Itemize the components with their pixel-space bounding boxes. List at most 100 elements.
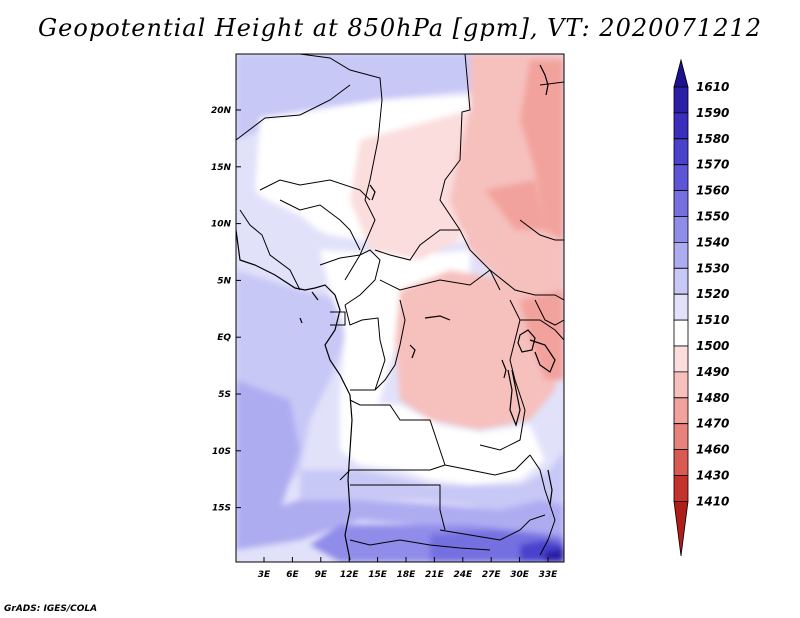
border-libya-egypt	[439, 54, 501, 291]
border-nigeria	[319, 249, 381, 306]
colorbar-label: 1560	[696, 184, 729, 198]
lon-tick-label: 30E	[510, 570, 530, 580]
colorbar-label: 1490	[696, 365, 729, 379]
colorbar-swatch	[673, 164, 689, 191]
border-congo-drc	[350, 299, 406, 391]
colorbar-swatch	[673, 242, 689, 269]
colorbar-swatch	[673, 112, 689, 140]
border-angola	[339, 399, 446, 481]
colorbar-label: 1610	[696, 80, 729, 94]
border-car	[379, 269, 491, 291]
colorbar-swatch	[673, 216, 689, 243]
colorbar-label: 1590	[696, 106, 729, 120]
lat-axis: 20N 15N 10N 5N EQ 5S 10S 15S	[211, 106, 241, 514]
colorbar-swatch	[673, 293, 689, 321]
lat-tick-label: 20N	[211, 106, 232, 116]
grads-credit: GrADS: IGES/COLA	[4, 604, 98, 614]
colorbar-label: 1550	[696, 210, 729, 224]
coast-west	[236, 229, 353, 561]
border-namibia	[350, 484, 446, 531]
colorbar-label: 1480	[696, 391, 729, 405]
border-chad	[374, 229, 460, 261]
lat-tick-label: EQ	[217, 333, 231, 343]
lon-tick-label: 6E	[286, 570, 299, 580]
lat-tick-label: 15N	[211, 163, 232, 173]
border-tanzania	[520, 319, 564, 341]
lat-tick-label: 5S	[218, 390, 231, 400]
map-frame	[235, 53, 565, 563]
colorbar: 1610 1590 1580 1570 1560 1550 1540 1530 1520 1510…	[673, 58, 729, 557]
colorbar-swatch	[673, 475, 689, 502]
lon-tick-label: 15E	[368, 570, 388, 580]
border-ethiopia	[519, 219, 564, 241]
region-west-africa	[236, 185, 330, 285]
lat-tick-label: 15S	[212, 504, 231, 514]
region-ethiopia-highlands	[520, 60, 564, 240]
border-drc-east	[479, 299, 526, 451]
lat-tick-label: 10N	[211, 220, 232, 230]
region-east-sahel-pink	[350, 110, 470, 260]
border-gabon	[330, 311, 346, 326]
lon-tick-label: 18E	[397, 570, 417, 580]
lat-tick-label: 10S	[212, 447, 231, 457]
colorbar-label: 1540	[696, 235, 729, 249]
colorbar-label: 1430	[696, 469, 729, 483]
border-kenya	[534, 299, 564, 326]
region-atlantic-south	[236, 380, 300, 540]
colorbar-swatch	[673, 501, 689, 557]
colorbar-label: 1530	[696, 261, 729, 275]
colorbar-swatch	[673, 449, 689, 476]
colorbar-swatch	[673, 423, 689, 450]
colorbar-swatch	[673, 345, 689, 373]
border-mali-niger	[259, 179, 371, 201]
border-west	[236, 84, 351, 141]
colorbar-swatch	[673, 138, 689, 166]
lon-tick-label: 24E	[453, 570, 473, 580]
chart-title: Geopotential Height at 850hPa [gpm], VT:…	[38, 14, 762, 42]
border-guinea	[239, 209, 301, 291]
colorbar-swatch	[673, 319, 689, 347]
border-botswana	[439, 514, 546, 541]
colorbar-swatch	[673, 397, 689, 425]
coast-inland-2	[424, 315, 451, 321]
region-sahara-north	[236, 54, 475, 140]
lon-tick-label: 21E	[425, 570, 445, 580]
coast-red-sea	[539, 64, 549, 96]
lon-tick-label: 33E	[539, 570, 559, 580]
colorbar-swatch	[673, 86, 689, 114]
coastlines	[236, 64, 556, 561]
region-southern-1590	[545, 548, 564, 562]
region-sudan-core	[485, 180, 545, 230]
lon-tick-label: 27E	[482, 570, 502, 580]
colorbar-label: 1470	[696, 417, 729, 431]
colorbar-label: 1510	[696, 313, 729, 327]
height-field	[236, 54, 564, 562]
colorbar-swatch	[673, 267, 689, 295]
colorbar-label: 1570	[696, 158, 729, 172]
colorbar-label: 1460	[696, 443, 729, 457]
region-south-central-white	[340, 400, 545, 485]
coast-inland-3	[299, 317, 303, 324]
border-eritrea	[539, 81, 564, 86]
coast-lake-malawi	[547, 469, 553, 506]
border-south-africa	[349, 539, 491, 551]
lon-tick-label: 9E	[315, 570, 328, 580]
colorbar-swatch	[673, 371, 689, 399]
coast-inland-4	[311, 291, 319, 301]
country-borders	[236, 54, 564, 556]
lon-tick-label: 12E	[340, 570, 360, 580]
border-south-sudan	[489, 269, 564, 301]
lat-tick-label: 5N	[217, 276, 231, 286]
colorbar-swatch	[673, 190, 689, 217]
border-zambia	[444, 454, 531, 476]
coast-lake-victoria	[517, 329, 536, 353]
coast-lake-tanganyika	[507, 369, 521, 427]
colorbar-label: 1410	[696, 494, 729, 508]
coast-lake-chad	[369, 184, 376, 201]
border-north	[299, 54, 383, 281]
lon-axis: 3E 6E 9E 12E 15E 18E 21E 24E 27E 30E 33E	[258, 557, 558, 580]
region-southern-1540	[236, 500, 564, 550]
colorbar-label: 1520	[696, 287, 729, 301]
coast-inland-1	[409, 344, 416, 359]
